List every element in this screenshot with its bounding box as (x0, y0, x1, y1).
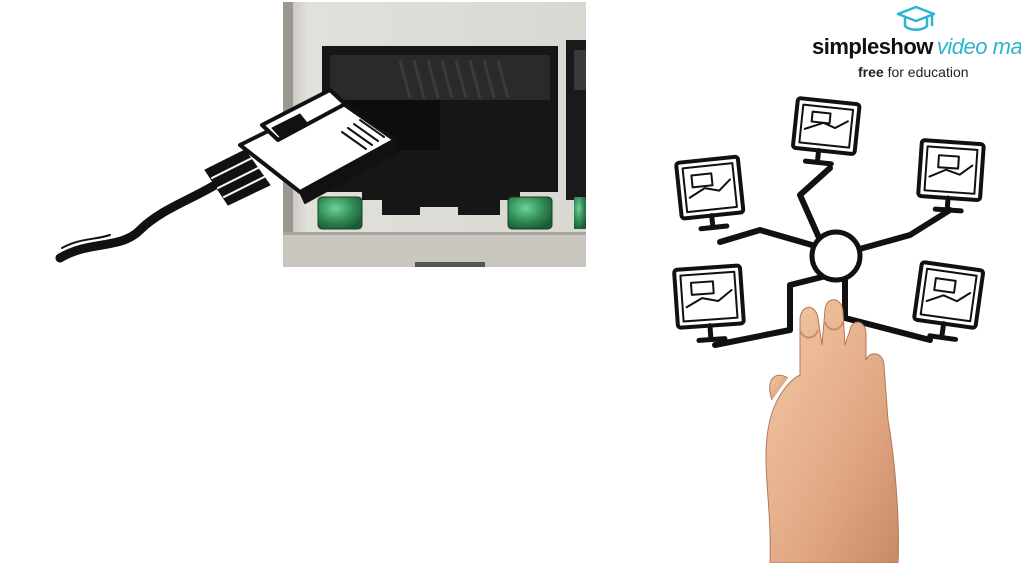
logo-brand: simpleshow (812, 34, 933, 59)
logo-tagline-rest: for education (883, 64, 969, 80)
monitor-left-bottom (672, 263, 746, 343)
ethernet-port-photo (283, 2, 586, 267)
logo-tagline-bold: free (858, 64, 884, 80)
port-contact-pins (398, 59, 510, 99)
logo-tagline: free for education (858, 64, 969, 80)
logo-product: video maker (936, 34, 1021, 59)
network-links (712, 165, 953, 348)
monitor-left-top (674, 154, 746, 232)
network-hub (809, 229, 863, 283)
monitor-top (791, 96, 862, 167)
port-led-right (507, 196, 553, 230)
graduation-cap-icon (896, 5, 936, 31)
presenter-hand (765, 299, 899, 563)
port-led-left (317, 196, 363, 230)
monitor-right-top (916, 138, 986, 214)
rj45-cable-sketch (55, 88, 399, 263)
monitor-right-bottom (912, 260, 986, 342)
network-diagram (672, 96, 986, 348)
